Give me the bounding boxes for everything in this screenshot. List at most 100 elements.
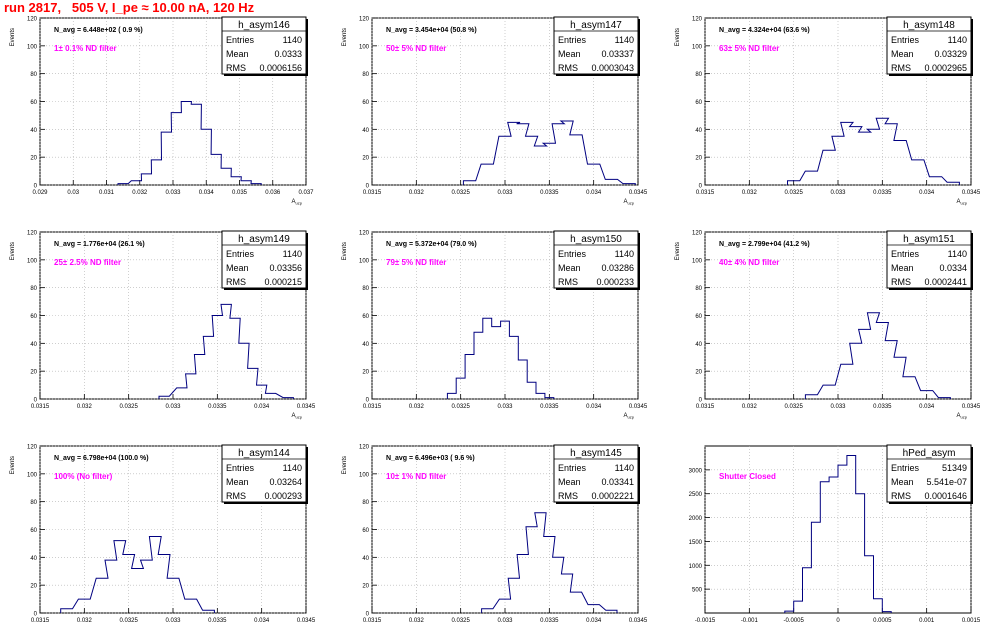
stats-title: h_asym151 <box>903 234 955 245</box>
filter-label: 40± 4% ND filter <box>719 258 779 267</box>
y-tick-label: 120 <box>359 17 370 23</box>
y-tick-label: 100 <box>692 44 703 50</box>
y-tick-label: 3000 <box>689 468 703 474</box>
stats-key: Entries <box>558 249 587 259</box>
stats-key: Mean <box>226 477 249 487</box>
histogram-panel-h_asym146: 0 20 40 60 80 100 120 0.029 0.03 0.031 0.032 0.033 0… <box>10 16 314 206</box>
y-tick-label: 20 <box>362 156 369 162</box>
stats-value: 0.03356 <box>269 263 302 273</box>
histogram-panel-h_asym145: 0 20 40 60 80 100 120 0.0315 0.032 0.0325 0.033 0.0… <box>342 444 648 622</box>
y-tick-label: 100 <box>359 472 370 478</box>
x-tick-label: 0.0335 <box>540 618 559 622</box>
stats-title: h_asym145 <box>570 448 622 459</box>
stats-shadow <box>889 502 973 504</box>
x-tick-label: 0.033 <box>165 618 181 622</box>
x-tick-label: 0.032 <box>409 190 425 196</box>
navg-label: N_avg = 3.454e+04 (50.8 %) <box>386 27 477 34</box>
stats-value: 0.0334 <box>939 263 967 273</box>
y-tick-label: 0 <box>366 612 370 618</box>
stats-title: h_asym146 <box>238 20 290 31</box>
stats-shadow <box>971 447 973 504</box>
stats-value: 1140 <box>283 35 302 45</box>
y-tick-label: 60 <box>30 314 37 320</box>
x-tick-label: 0.034 <box>586 618 602 622</box>
y-tick-label: 100 <box>27 44 38 50</box>
stats-box <box>553 16 639 75</box>
stats-value: 0.0002221 <box>591 491 634 501</box>
stats-key: Entries <box>226 463 255 473</box>
x-tick-label: 0.032 <box>742 404 758 410</box>
stats-shadow <box>971 233 973 290</box>
x-tick-label: 0 <box>836 618 840 622</box>
x-axis-title: Auzp <box>292 199 303 206</box>
x-tick-label: -0.0005 <box>783 618 804 622</box>
y-tick-label: 80 <box>30 286 37 292</box>
y-tick-label: 100 <box>359 44 370 50</box>
y-tick-label: 40 <box>30 342 37 348</box>
stats-box <box>553 444 639 503</box>
stats-shadow <box>306 19 308 76</box>
stats-box <box>221 230 307 289</box>
x-tick-label: 0.0315 <box>363 404 382 410</box>
x-tick-label: 0.034 <box>586 404 602 410</box>
y-axis-title: Events <box>342 28 348 46</box>
y-tick-label: 500 <box>692 588 703 594</box>
stats-key: RMS <box>226 63 246 73</box>
x-tick-label: 0.001 <box>919 618 935 622</box>
x-axis-title: Auzp <box>292 413 303 420</box>
y-tick-label: 100 <box>27 258 38 264</box>
stats-key: Mean <box>226 263 249 273</box>
stats-value: 0.000233 <box>596 277 634 287</box>
histogram-outline <box>446 317 555 399</box>
stats-key: Mean <box>226 49 249 59</box>
x-tick-label: 0.0325 <box>451 190 470 196</box>
y-tick-label: 60 <box>30 100 37 106</box>
filter-label: 100% (No filter) <box>54 472 113 481</box>
x-tick-label: 0.034 <box>254 404 270 410</box>
y-tick-label: 100 <box>692 258 703 264</box>
x-tick-label: 0.0335 <box>540 404 559 410</box>
filter-label: Shutter Closed <box>719 472 776 481</box>
y-tick-label: 20 <box>695 156 702 162</box>
x-axis-title: Auzp <box>957 413 968 420</box>
y-tick-label: 1000 <box>689 564 703 570</box>
y-tick-label: 60 <box>30 528 37 534</box>
stats-key: RMS <box>558 63 578 73</box>
x-tick-label: 0.033 <box>497 190 513 196</box>
filter-label: 79± 5% ND filter <box>386 258 446 267</box>
stats-title: h_asym144 <box>238 448 290 459</box>
histogram-panel-h_asym148: 0 20 40 60 80 100 120 0.0315 0.032 0.0325 0.033 0.0… <box>675 16 981 206</box>
stats-value: 1140 <box>615 463 634 473</box>
stats-key: Entries <box>891 249 920 259</box>
x-tick-label: 0.0335 <box>208 618 227 622</box>
histogram-outline <box>481 512 618 613</box>
navg-label: N_avg = 5.372e+04 (79.0 %) <box>386 241 477 248</box>
stats-shadow <box>556 288 640 290</box>
x-tick-label: 0.0335 <box>873 190 892 196</box>
y-tick-label: 0 <box>366 184 370 190</box>
stats-value: 1140 <box>948 35 967 45</box>
navg-label: N_avg = 6.496e+03 ( 9.6 %) <box>386 455 475 462</box>
y-tick-label: 120 <box>359 445 370 451</box>
y-tick-label: 80 <box>362 72 369 78</box>
stats-key: RMS <box>558 277 578 287</box>
histogram-panel-h_asym150: 0 20 40 60 80 100 120 0.0315 0.032 0.0325 0.033 0.0… <box>342 230 648 420</box>
y-tick-label: 80 <box>362 500 369 506</box>
x-tick-label: 0.032 <box>132 190 148 196</box>
x-tick-label: 0.035 <box>232 190 248 196</box>
x-tick-label: 0.03 <box>67 190 79 196</box>
x-tick-label: 0.033 <box>165 404 181 410</box>
stats-key: Mean <box>558 263 581 273</box>
x-tick-label: 0.0345 <box>629 404 648 410</box>
stats-key: Mean <box>891 263 914 273</box>
stats-title: h_asym149 <box>238 234 290 245</box>
x-tick-label: 0.0315 <box>696 404 715 410</box>
stats-key: RMS <box>558 491 578 501</box>
y-tick-label: 120 <box>692 231 703 237</box>
y-tick-label: 0 <box>366 398 370 404</box>
y-tick-label: 40 <box>30 556 37 562</box>
stats-value: 1140 <box>615 249 634 259</box>
stats-value: 1140 <box>948 249 967 259</box>
stats-key: Entries <box>226 35 255 45</box>
